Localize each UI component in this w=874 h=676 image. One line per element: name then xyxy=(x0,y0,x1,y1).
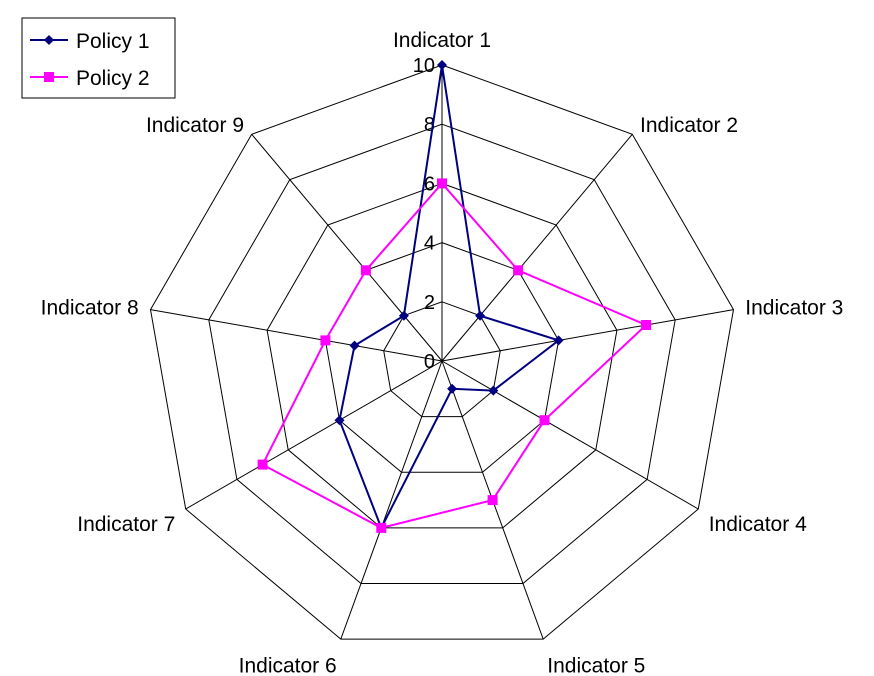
tick-label-4: 4 xyxy=(424,233,435,255)
point-policy-2-indicator-5 xyxy=(487,495,498,506)
radar-grid xyxy=(149,64,735,640)
legend-marker-policy-1 xyxy=(44,35,54,45)
point-policy-1-indicator-8 xyxy=(349,340,360,351)
radar-spokes xyxy=(150,65,734,640)
legend-label-policy-2: Policy 2 xyxy=(76,67,150,90)
category-label-indicator-9: Indicator 9 xyxy=(146,114,244,137)
tick-label-8: 8 xyxy=(424,114,435,136)
point-policy-2-indicator-2 xyxy=(513,265,524,276)
series-policy-1 xyxy=(334,60,564,533)
point-policy-2-indicator-7 xyxy=(257,459,268,470)
series-policy-2 xyxy=(257,178,652,533)
point-policy-1-indicator-5 xyxy=(447,383,458,394)
point-policy-2-indicator-1 xyxy=(437,178,447,189)
tick-label-2: 2 xyxy=(424,292,435,314)
category-label-indicator-1: Indicator 1 xyxy=(393,29,491,52)
point-policy-1-indicator-2 xyxy=(475,310,486,321)
tick-label-10: 10 xyxy=(413,55,435,77)
legend-item-policy-2: Policy 2 xyxy=(30,67,150,90)
legend: Policy 1 Policy 2 xyxy=(21,17,176,99)
category-label-indicator-8: Indicator 8 xyxy=(41,297,139,320)
spoke-6 xyxy=(340,360,443,640)
point-policy-2-indicator-8 xyxy=(320,335,331,346)
series-line-policy-1 xyxy=(338,64,561,531)
legend-item-policy-1: Policy 1 xyxy=(30,30,150,53)
point-policy-1-indicator-1 xyxy=(437,60,447,70)
legend-box xyxy=(21,17,176,99)
category-label-indicator-2: Indicator 2 xyxy=(640,114,738,137)
category-label-indicator-4: Indicator 4 xyxy=(709,513,807,536)
legend-label-policy-1: Policy 1 xyxy=(76,30,150,53)
category-label-indicator-7: Indicator 7 xyxy=(77,513,175,536)
radial-tick-labels: 0 2 4 6 8 10 xyxy=(413,55,435,373)
spoke-2 xyxy=(441,133,633,362)
series-line-policy-2 xyxy=(261,181,648,529)
spoke-9 xyxy=(251,133,443,362)
gridline-10 xyxy=(149,64,735,640)
tick-label-6: 6 xyxy=(424,173,435,195)
gridline-6 xyxy=(266,182,618,529)
point-policy-1-indicator-4 xyxy=(488,385,499,396)
point-policy-2-indicator-4 xyxy=(539,415,550,426)
point-policy-2-indicator-3 xyxy=(641,320,652,330)
point-policy-2-indicator-6 xyxy=(376,522,387,533)
category-label-indicator-6: Indicator 6 xyxy=(239,654,337,676)
point-policy-1-indicator-7 xyxy=(334,415,345,426)
category-labels: Indicator 1 Indicator 2 Indicator 3 Indicat… xyxy=(41,29,844,676)
category-label-indicator-3: Indicator 3 xyxy=(745,297,843,320)
series-layer xyxy=(257,60,652,533)
spoke-8 xyxy=(150,309,443,362)
point-policy-1-indicator-9 xyxy=(398,310,409,321)
point-policy-1-indicator-3 xyxy=(553,335,564,346)
spoke-7 xyxy=(185,360,443,510)
spoke-3 xyxy=(441,309,734,362)
point-policy-2-indicator-9 xyxy=(360,265,371,276)
gridline-2 xyxy=(383,301,501,418)
gridline-8 xyxy=(208,123,676,584)
tick-label-0: 0 xyxy=(424,351,435,373)
legend-marker-policy-2 xyxy=(44,72,54,82)
category-label-indicator-5: Indicator 5 xyxy=(547,654,645,676)
spoke-4 xyxy=(441,360,699,510)
